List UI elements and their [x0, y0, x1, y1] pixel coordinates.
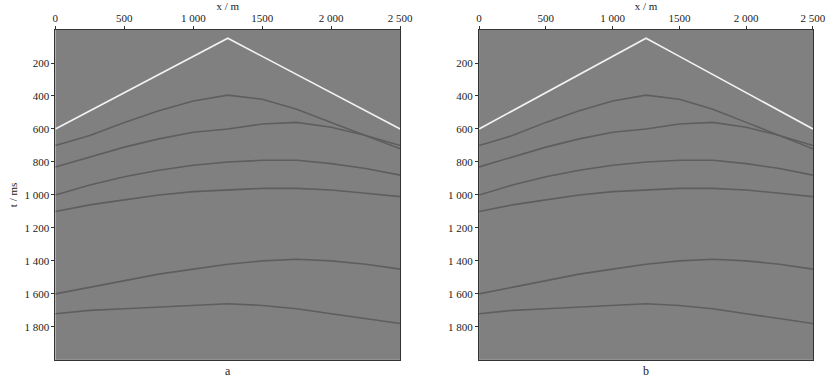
svg-text:200: 200 — [33, 57, 50, 69]
svg-text:a: a — [225, 364, 231, 378]
svg-text:1 800: 1 800 — [24, 321, 49, 333]
svg-text:1500: 1500 — [251, 12, 274, 24]
svg-text:2 500: 2 500 — [801, 12, 826, 24]
svg-text:1 600: 1 600 — [24, 288, 49, 300]
svg-text:x / m: x / m — [635, 0, 658, 12]
svg-text:1 000: 1 000 — [600, 12, 625, 24]
svg-text:200: 200 — [456, 57, 473, 69]
svg-text:1 800: 1 800 — [448, 321, 473, 333]
svg-text:1500: 1500 — [668, 12, 691, 24]
svg-text:1 400: 1 400 — [448, 255, 473, 267]
svg-text:800: 800 — [33, 156, 50, 168]
svg-text:1 200: 1 200 — [448, 222, 473, 234]
svg-text:600: 600 — [33, 123, 50, 135]
svg-text:1 400: 1 400 — [24, 255, 49, 267]
svg-text:1 200: 1 200 — [24, 222, 49, 234]
svg-text:2 000: 2 000 — [734, 12, 759, 24]
svg-text:800: 800 — [456, 156, 473, 168]
svg-text:500: 500 — [116, 12, 133, 24]
svg-text:2 500: 2 500 — [388, 12, 413, 24]
svg-text:1 000: 1 000 — [181, 12, 206, 24]
svg-text:500: 500 — [538, 12, 555, 24]
svg-text:t / ms: t / ms — [7, 183, 19, 207]
svg-text:0: 0 — [476, 12, 482, 24]
svg-text:1 600: 1 600 — [448, 288, 473, 300]
svg-text:0: 0 — [53, 12, 59, 24]
svg-text:b: b — [643, 364, 649, 378]
svg-text:1 000: 1 000 — [24, 189, 49, 201]
svg-text:1 000: 1 000 — [448, 189, 473, 201]
svg-text:400: 400 — [456, 90, 473, 102]
svg-text:2 000: 2 000 — [319, 12, 344, 24]
svg-text:x / m: x / m — [216, 0, 239, 12]
svg-text:400: 400 — [33, 90, 50, 102]
svg-text:600: 600 — [456, 123, 473, 135]
